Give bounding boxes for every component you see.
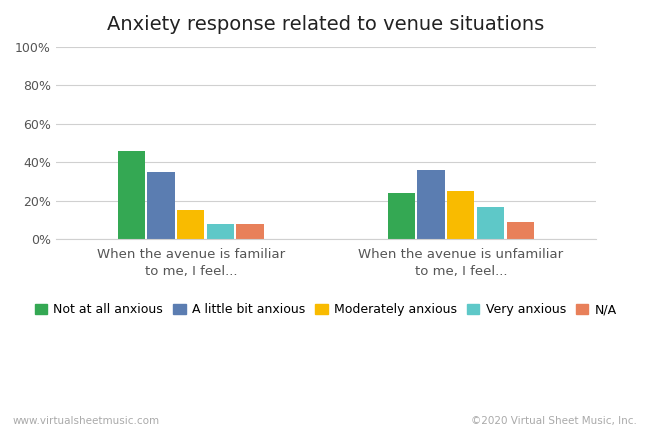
- Bar: [207, 224, 234, 239]
- Text: www.virtualsheetmusic.com: www.virtualsheetmusic.com: [13, 416, 160, 426]
- Bar: [387, 193, 415, 239]
- Bar: [148, 172, 175, 239]
- Legend: Not at all anxious, A little bit anxious, Moderately anxious, Very anxious, N/A: Not at all anxious, A little bit anxious…: [34, 303, 617, 316]
- Bar: [417, 170, 445, 239]
- Title: Anxiety response related to venue situations: Anxiety response related to venue situat…: [107, 15, 545, 34]
- Bar: [506, 222, 534, 239]
- Bar: [447, 191, 474, 239]
- Bar: [477, 206, 504, 239]
- Text: ©2020 Virtual Sheet Music, Inc.: ©2020 Virtual Sheet Music, Inc.: [471, 416, 637, 426]
- Bar: [237, 224, 264, 239]
- Bar: [177, 210, 204, 239]
- Bar: [118, 151, 145, 239]
